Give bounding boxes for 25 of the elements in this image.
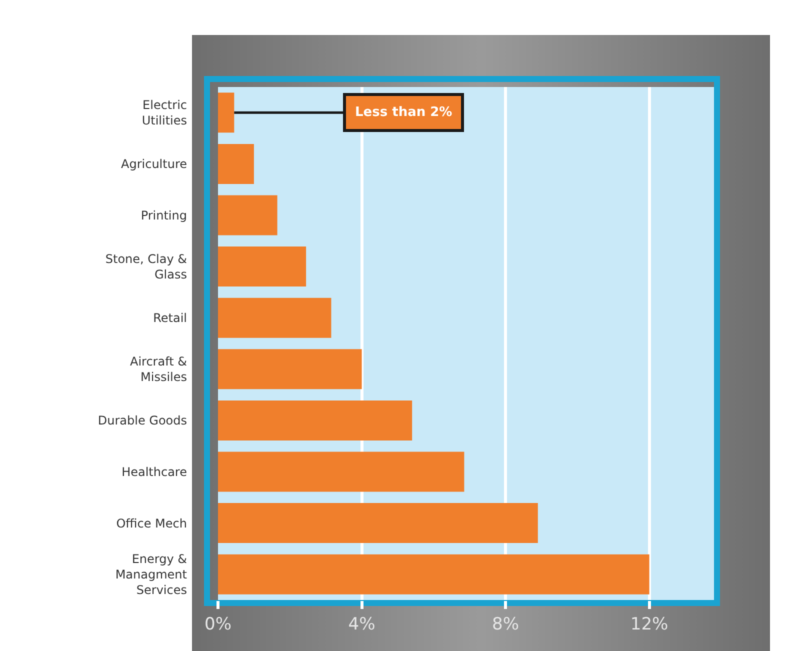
x-tick-label: 0% (204, 614, 232, 634)
y-tick-label: Office Mech (116, 516, 187, 530)
annotation: Less than 2% (355, 105, 452, 120)
bar (218, 246, 306, 287)
bar (218, 195, 278, 236)
y-tick-label: Healthcare (122, 464, 187, 479)
y-tick-label: Retail (153, 311, 187, 326)
y-tick-label: Aircraft & Missiles (130, 354, 187, 384)
x-tick-label: 12% (630, 614, 668, 634)
x-tick-label: 4% (348, 614, 376, 634)
bar (218, 298, 332, 338)
bar (218, 503, 538, 544)
bar (218, 400, 412, 440)
bar (218, 554, 650, 594)
y-tick-label: Electric Utilities (142, 98, 187, 128)
bar (218, 144, 254, 184)
y-tick-label: Stone, Clay & Glass (105, 252, 187, 282)
bar (218, 452, 464, 492)
y-tick-label: Agriculture (121, 157, 187, 172)
x-tick-label: 8% (492, 614, 520, 634)
y-tick-label: Printing (140, 208, 187, 222)
bar (218, 92, 234, 133)
y-tick-label: Energy & Managment Services (115, 552, 188, 598)
bar (218, 349, 362, 390)
y-tick-label: Durable Goods (98, 414, 187, 428)
